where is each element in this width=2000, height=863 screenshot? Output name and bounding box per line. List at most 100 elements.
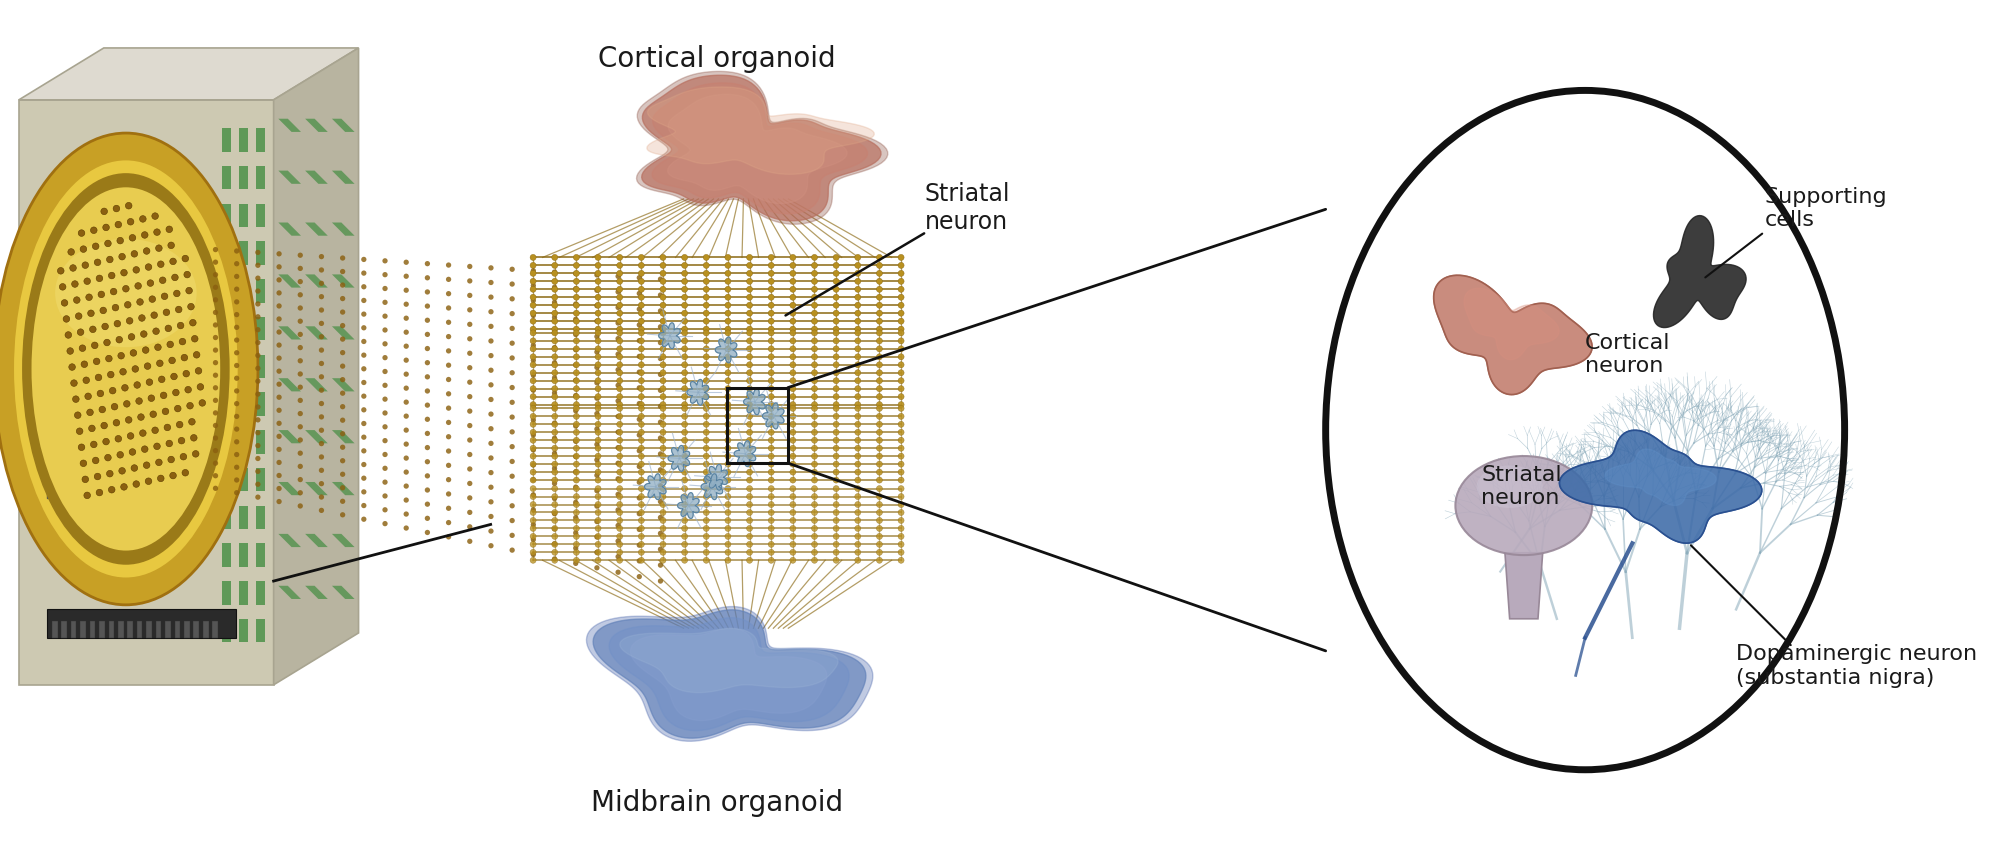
Circle shape — [510, 341, 514, 346]
Circle shape — [854, 501, 860, 507]
Circle shape — [638, 501, 644, 507]
Circle shape — [854, 494, 860, 500]
Circle shape — [298, 345, 302, 350]
Circle shape — [340, 337, 346, 342]
Circle shape — [898, 278, 904, 284]
Circle shape — [574, 330, 580, 336]
Circle shape — [574, 310, 580, 316]
Circle shape — [166, 440, 172, 447]
Circle shape — [510, 400, 514, 405]
Circle shape — [468, 438, 472, 443]
Circle shape — [638, 541, 644, 547]
Circle shape — [898, 421, 904, 427]
Circle shape — [616, 287, 622, 293]
Circle shape — [682, 541, 688, 547]
Bar — [52, 620, 58, 638]
Circle shape — [468, 495, 472, 501]
Circle shape — [488, 382, 494, 387]
Circle shape — [234, 324, 240, 330]
Circle shape — [790, 394, 796, 400]
Circle shape — [510, 267, 514, 272]
Circle shape — [876, 294, 882, 300]
Circle shape — [552, 362, 558, 368]
Circle shape — [768, 318, 774, 324]
Circle shape — [596, 346, 602, 352]
Circle shape — [876, 453, 882, 459]
Circle shape — [658, 324, 664, 330]
Circle shape — [638, 394, 644, 400]
Circle shape — [660, 330, 666, 336]
Circle shape — [636, 275, 642, 280]
Circle shape — [660, 526, 666, 532]
Circle shape — [404, 512, 408, 517]
Circle shape — [94, 473, 100, 480]
Circle shape — [616, 382, 620, 388]
Circle shape — [126, 203, 132, 209]
Circle shape — [276, 460, 282, 465]
Circle shape — [184, 387, 192, 393]
Circle shape — [488, 513, 494, 520]
Circle shape — [298, 306, 302, 311]
Circle shape — [574, 413, 580, 419]
Circle shape — [854, 262, 860, 268]
Polygon shape — [744, 389, 766, 415]
Circle shape — [616, 351, 620, 356]
Bar — [194, 620, 200, 638]
Circle shape — [530, 469, 536, 476]
Circle shape — [340, 391, 346, 396]
Circle shape — [574, 408, 578, 413]
Circle shape — [256, 366, 260, 371]
Polygon shape — [332, 430, 354, 444]
Circle shape — [768, 421, 774, 427]
Circle shape — [682, 294, 688, 300]
Circle shape — [704, 469, 710, 476]
Circle shape — [746, 318, 752, 324]
Circle shape — [790, 318, 796, 324]
Circle shape — [552, 326, 558, 332]
Circle shape — [594, 534, 600, 539]
Circle shape — [812, 541, 818, 547]
Circle shape — [126, 318, 132, 324]
Bar — [726, 387, 788, 463]
Circle shape — [638, 362, 644, 368]
Circle shape — [638, 278, 644, 284]
Circle shape — [574, 429, 580, 435]
Circle shape — [854, 509, 860, 515]
Circle shape — [404, 371, 408, 377]
Circle shape — [318, 507, 324, 513]
Polygon shape — [646, 87, 874, 174]
Circle shape — [530, 509, 536, 515]
Circle shape — [746, 469, 752, 476]
Circle shape — [186, 287, 192, 294]
Circle shape — [876, 533, 882, 539]
Circle shape — [876, 262, 882, 268]
Circle shape — [746, 401, 752, 407]
Circle shape — [574, 438, 580, 444]
Circle shape — [552, 294, 558, 300]
Circle shape — [298, 411, 302, 416]
Circle shape — [122, 385, 128, 391]
Circle shape — [574, 347, 578, 352]
Circle shape — [596, 318, 602, 324]
Circle shape — [382, 494, 388, 499]
Circle shape — [616, 378, 622, 384]
Circle shape — [704, 533, 710, 539]
Circle shape — [76, 428, 82, 434]
Circle shape — [658, 483, 664, 488]
Circle shape — [746, 346, 752, 352]
Circle shape — [812, 401, 818, 407]
Text: Dopaminergic neuron
(substantia nigra): Dopaminergic neuron (substantia nigra) — [1736, 645, 1978, 688]
Circle shape — [704, 461, 710, 467]
Circle shape — [276, 394, 282, 400]
Circle shape — [530, 278, 536, 284]
Polygon shape — [278, 534, 300, 547]
Circle shape — [424, 530, 430, 535]
Circle shape — [64, 316, 70, 322]
Circle shape — [152, 427, 158, 433]
Circle shape — [340, 471, 346, 477]
Circle shape — [488, 309, 494, 314]
Circle shape — [834, 477, 840, 483]
Circle shape — [834, 413, 840, 419]
Circle shape — [876, 287, 882, 293]
Circle shape — [594, 411, 600, 416]
